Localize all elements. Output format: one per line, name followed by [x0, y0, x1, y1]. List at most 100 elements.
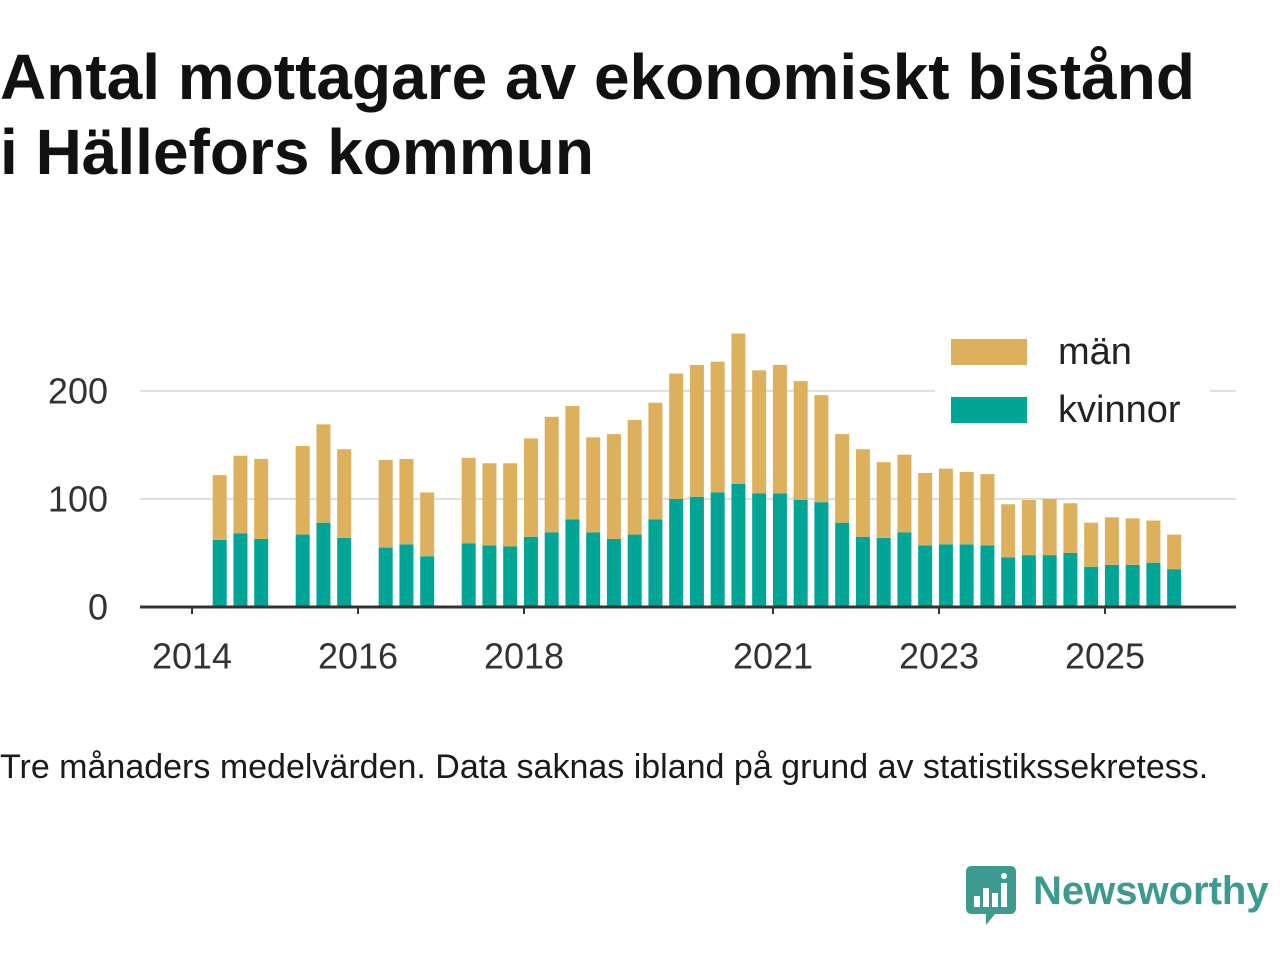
y-tick-label: 100: [48, 478, 108, 519]
bar-kvinnor: [1146, 562, 1161, 607]
bar-man: [503, 463, 518, 547]
bar-kvinnor: [710, 492, 725, 607]
bar-man: [544, 416, 559, 533]
bar-man: [648, 402, 663, 520]
chart-footnote: Tre månaders medelvärden. Data saknas ib…: [0, 748, 1209, 786]
bar-kvinnor: [1167, 569, 1182, 607]
logo-bubble-shape: [966, 866, 1016, 925]
x-tick-label: 2014: [152, 636, 232, 677]
bar-kvinnor: [772, 493, 787, 607]
bar-kvinnor: [835, 522, 850, 607]
bar-kvinnor: [337, 537, 352, 607]
y-tick-label: 200: [48, 370, 108, 411]
legend-swatch-man: [951, 339, 1027, 365]
bar-kvinnor: [482, 545, 497, 607]
bar-man: [627, 420, 642, 535]
bar-kvinnor: [212, 539, 227, 607]
bar-kvinnor: [669, 498, 684, 607]
bar-man: [731, 333, 746, 484]
bar-kvinnor: [752, 493, 767, 607]
bar-kvinnor: [959, 544, 974, 607]
bar-man: [212, 475, 227, 540]
bar-man: [689, 364, 704, 497]
bar-kvinnor: [1084, 567, 1099, 607]
bar-man: [606, 434, 621, 539]
bar-kvinnor: [523, 536, 538, 607]
x-tick-label: 2018: [484, 636, 564, 677]
bar-kvinnor: [918, 545, 933, 607]
bar-kvinnor: [627, 534, 642, 607]
bar-man: [669, 373, 684, 499]
newsworthy-logo-icon: [966, 866, 1016, 925]
bar-kvinnor: [793, 500, 808, 607]
bar-man: [793, 381, 808, 501]
bar-kvinnor: [1063, 552, 1078, 607]
legend-swatch-kvinnor: [951, 397, 1027, 423]
logo-bar: [1001, 883, 1007, 907]
bar-kvinnor: [897, 532, 912, 607]
bar-kvinnor: [1021, 555, 1036, 607]
bar-man: [835, 434, 850, 523]
bar-man: [1063, 503, 1078, 553]
bar-kvinnor: [1104, 564, 1119, 607]
bar-kvinnor: [586, 532, 601, 607]
bar-man: [1125, 518, 1140, 565]
bar-kvinnor: [876, 537, 891, 607]
legend-label-man: män: [1058, 331, 1132, 373]
bar-kvinnor: [1001, 557, 1016, 607]
bar-man: [959, 471, 974, 545]
bar-kvinnor: [316, 522, 331, 607]
x-tick-label: 2025: [1065, 636, 1145, 677]
bar-man: [876, 462, 891, 538]
legend-label-kvinnor: kvinnor: [1058, 389, 1181, 431]
bar-man: [420, 492, 435, 557]
bar-man: [710, 361, 725, 493]
bar-man: [565, 405, 580, 520]
bar-man: [254, 458, 269, 539]
bar-kvinnor: [399, 544, 414, 607]
bar-man: [772, 364, 787, 494]
stacked-bar-chart: 0 100 200 2014 2016 2018 2021 2023 2025 män kvin…: [48, 328, 1236, 677]
bar-man: [1167, 534, 1182, 570]
bar-man: [918, 472, 933, 546]
bar-kvinnor: [814, 502, 829, 607]
bar-kvinnor: [233, 533, 248, 607]
bar-kvinnor: [980, 545, 995, 607]
bar-man: [752, 370, 767, 494]
bar-kvinnor: [855, 536, 870, 607]
legend: män kvinnor: [935, 328, 1210, 440]
bar-kvinnor: [420, 556, 435, 607]
bar-man: [938, 468, 953, 545]
newsworthy-logo-text: Newsworthy: [1033, 869, 1269, 913]
bar-kvinnor: [503, 546, 518, 607]
bar-kvinnor: [378, 547, 393, 607]
legend-item-man: män: [951, 331, 1132, 373]
bar-kvinnor: [689, 496, 704, 607]
y-tick-label: 0: [88, 587, 108, 628]
bar-man: [295, 445, 310, 535]
bar-kvinnor: [1042, 555, 1057, 607]
bar-man: [233, 455, 248, 534]
x-tick-label: 2021: [733, 636, 813, 677]
bar-man: [897, 454, 912, 533]
bar-man: [1104, 517, 1119, 565]
bar-kvinnor: [648, 519, 663, 607]
chart-title: Antal mottagare av ekonomiskt bistånd i …: [0, 41, 1195, 188]
bar-kvinnor: [606, 538, 621, 607]
bar-man: [523, 438, 538, 537]
bar-kvinnor: [731, 483, 746, 607]
bar-kvinnor: [544, 532, 559, 607]
bar-man: [482, 463, 497, 546]
bar-man: [1021, 500, 1036, 556]
bars: [212, 333, 1182, 607]
bar-man: [586, 437, 601, 533]
logo-bar: [983, 888, 989, 907]
x-tick-label: 2016: [318, 636, 398, 677]
logo-bar: [974, 896, 980, 907]
bar-kvinnor: [565, 519, 580, 607]
x-tick-label: 2023: [899, 636, 979, 677]
bar-man: [337, 449, 352, 538]
axes: 0 100 200 2014 2016 2018 2021 2023 2025: [48, 370, 1236, 677]
bar-kvinnor: [1125, 564, 1140, 607]
